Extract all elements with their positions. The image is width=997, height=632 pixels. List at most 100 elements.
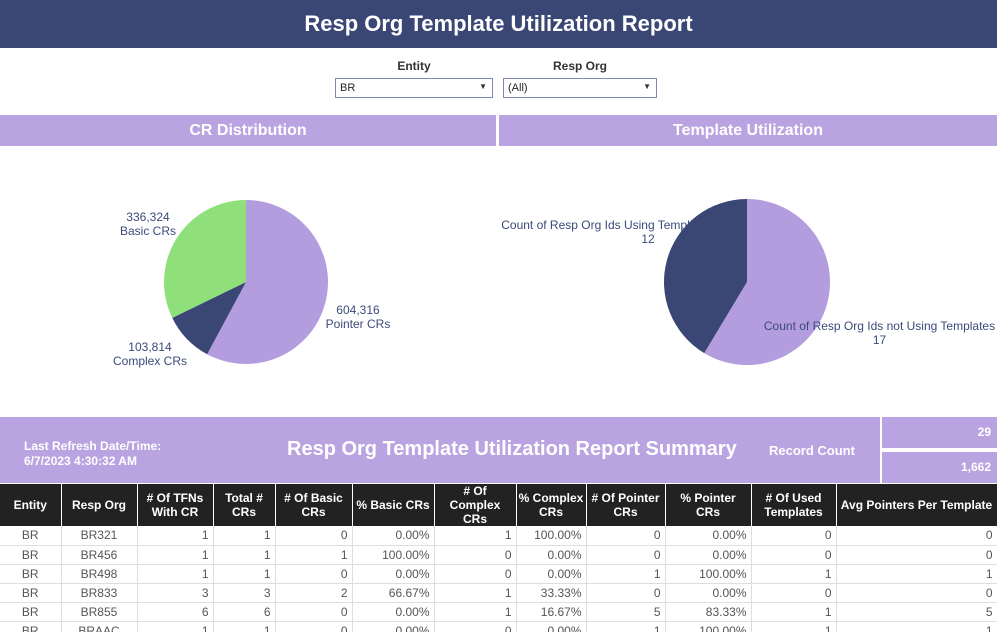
column-header[interactable]: # Of Complex CRs bbox=[434, 484, 517, 526]
using-templates-label: Count of Resp Org Ids Using Templ 12 bbox=[499, 218, 692, 246]
column-header[interactable]: # Of Pointer CRs bbox=[586, 484, 666, 526]
table-row[interactable]: BR BR321 1 1 0 0.00% 1 100.00% 0 0.00% 0 0 bbox=[0, 526, 997, 546]
table-cell: 0.00% bbox=[352, 564, 435, 584]
pie-slice-basic-crs[interactable] bbox=[163, 200, 246, 318]
not-using-templates-label: Count of Resp Org Ids not Using Template… bbox=[762, 319, 997, 347]
pie-slice-pointer-crs[interactable] bbox=[207, 200, 328, 364]
table-cell: 66.67% bbox=[352, 583, 435, 603]
resp-org-dropdown-value: (All) bbox=[508, 82, 528, 94]
entity-dropdown-value: BR bbox=[340, 82, 356, 94]
record-count-value: 29 bbox=[882, 417, 997, 448]
column-header[interactable]: Total # CRs bbox=[213, 484, 276, 526]
template-utilization-header: Template Utilization bbox=[499, 115, 997, 146]
table-cell: 1 bbox=[137, 621, 214, 632]
pointer-crs-name: Pointer CRs bbox=[325, 317, 391, 331]
table-cell: 1 bbox=[213, 621, 276, 632]
cr-distribution-chart: 336,324 Basic CRs 604,316 Pointer CRs 10… bbox=[0, 150, 496, 410]
pointer-crs-value: 604,316 bbox=[336, 303, 380, 317]
basic-crs-name: Basic CRs bbox=[119, 224, 176, 238]
table-cell: 6 bbox=[213, 602, 276, 622]
complex-crs-name: Complex CRs bbox=[112, 354, 187, 368]
table-cell: 1 bbox=[836, 621, 997, 632]
pie-slice-complex-crs[interactable] bbox=[172, 282, 246, 355]
table-row[interactable]: BR BR833 3 3 2 66.67% 1 33.33% 0 0.00% 0 0 bbox=[0, 583, 997, 603]
table-cell: BR bbox=[0, 602, 62, 622]
table-cell: 1 bbox=[213, 564, 276, 584]
column-header[interactable]: # Of Used Templates bbox=[751, 484, 837, 526]
table-cell: 0 bbox=[751, 583, 837, 603]
table-cell: 0 bbox=[836, 545, 997, 565]
entity-dropdown[interactable]: BR ▼ bbox=[335, 78, 493, 98]
last-refresh-label: Last Refresh Date/Time: bbox=[24, 439, 162, 453]
last-refresh-value: 6/7/2023 4:30:32 AM bbox=[24, 454, 137, 468]
column-header[interactable]: Avg Pointers Per Template bbox=[836, 484, 997, 526]
cr-total-value: 1,662 bbox=[882, 452, 997, 483]
column-header[interactable]: % Complex CRs bbox=[516, 484, 587, 526]
table-cell: 0.00% bbox=[665, 526, 752, 546]
resp-org-dropdown[interactable]: (All) ▼ bbox=[503, 78, 657, 98]
cr-distribution-pie bbox=[163, 200, 328, 364]
table-cell: 100.00% bbox=[516, 526, 587, 546]
basic-crs-label: 336,324 Basic CRs bbox=[108, 210, 188, 238]
table-cell: 0.00% bbox=[516, 621, 587, 632]
table-cell: 1 bbox=[836, 564, 997, 584]
table-cell: 1 bbox=[751, 602, 837, 622]
table-cell: BR456 bbox=[61, 545, 138, 565]
table-cell: 0.00% bbox=[665, 583, 752, 603]
table-cell: 1 bbox=[137, 564, 214, 584]
summary-band bbox=[0, 417, 880, 483]
table-cell: 1 bbox=[434, 602, 517, 622]
column-header[interactable]: # Of TFNs With CR bbox=[137, 484, 214, 526]
table-cell: 0 bbox=[836, 583, 997, 603]
table-cell: 6 bbox=[137, 602, 214, 622]
entity-filter-label: Entity bbox=[397, 59, 431, 73]
table-cell: 5 bbox=[836, 602, 997, 622]
table-cell: BR855 bbox=[61, 602, 138, 622]
table-cell: 0 bbox=[434, 564, 517, 584]
template-utilization-pie bbox=[664, 199, 830, 365]
pie-slice-count-of-resp-org-ids-using-templ[interactable] bbox=[664, 199, 747, 354]
table-cell: 0 bbox=[751, 526, 837, 546]
chevron-down-icon: ▼ bbox=[643, 82, 651, 91]
table-cell: 1 bbox=[586, 621, 666, 632]
table-row[interactable]: BR BR855 6 6 0 0.00% 1 16.67% 5 83.33% 1 5 bbox=[0, 602, 997, 622]
table-cell: BR833 bbox=[61, 583, 138, 603]
table-cell: 83.33% bbox=[665, 602, 752, 622]
table-cell: 0 bbox=[275, 621, 353, 632]
column-header[interactable]: % Basic CRs bbox=[352, 484, 435, 526]
table-row[interactable]: BR BR456 1 1 1 100.00% 0 0.00% 0 0.00% 0 0 bbox=[0, 545, 997, 565]
table-cell: 0 bbox=[434, 621, 517, 632]
table-cell: 0 bbox=[275, 564, 353, 584]
table-cell: BR bbox=[0, 583, 62, 603]
table-cell: BR498 bbox=[61, 564, 138, 584]
column-header[interactable]: Entity bbox=[0, 484, 62, 526]
table-cell: 2 bbox=[275, 583, 353, 603]
using-templates-value: 12 bbox=[641, 232, 655, 246]
column-header[interactable]: # Of Basic CRs bbox=[275, 484, 353, 526]
table-cell: 0.00% bbox=[352, 602, 435, 622]
table-cell: 0.00% bbox=[516, 564, 587, 584]
column-header[interactable]: Resp Org bbox=[61, 484, 138, 526]
table-cell: 1 bbox=[137, 526, 214, 546]
table-row[interactable]: BR BRAAC 1 1 0 0.00% 0 0.00% 1 100.00% 1 1 bbox=[0, 621, 997, 632]
pointer-crs-label: 604,316 Pointer CRs bbox=[308, 303, 408, 331]
summary-title: Resp Org Template Utilization Report Sum… bbox=[287, 438, 737, 460]
table-cell: 1 bbox=[434, 583, 517, 603]
template-utilization-chart: Count of Resp Org Ids Using Templ 12 Cou… bbox=[499, 150, 997, 410]
table-cell: BR bbox=[0, 564, 62, 584]
pie-slice-count-of-resp-org-ids-not-using-templates[interactable] bbox=[704, 199, 830, 365]
table-cell: 16.67% bbox=[516, 602, 587, 622]
table-cell: 1 bbox=[213, 526, 276, 546]
table-cell: 1 bbox=[137, 545, 214, 565]
column-header[interactable]: % Pointer CRs bbox=[665, 484, 752, 526]
table-cell: 0.00% bbox=[352, 526, 435, 546]
not-using-templates-name: Count of Resp Org Ids not Using Template… bbox=[763, 319, 996, 333]
table-cell: 1 bbox=[751, 564, 837, 584]
table-cell: 3 bbox=[213, 583, 276, 603]
table-cell: 0 bbox=[586, 583, 666, 603]
table-row[interactable]: BR BR498 1 1 0 0.00% 0 0.00% 1 100.00% 1 1 bbox=[0, 564, 997, 584]
table-cell: 0 bbox=[586, 526, 666, 546]
table-cell: 0.00% bbox=[665, 545, 752, 565]
table-cell: 100.00% bbox=[665, 621, 752, 632]
table-cell: 100.00% bbox=[665, 564, 752, 584]
